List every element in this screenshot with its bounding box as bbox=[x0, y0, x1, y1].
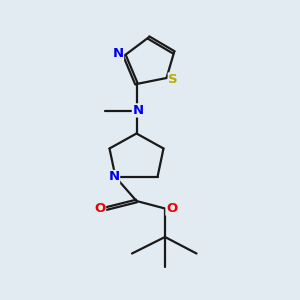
Text: N: N bbox=[108, 170, 120, 184]
Text: O: O bbox=[166, 202, 177, 215]
Text: N: N bbox=[112, 47, 124, 61]
Text: O: O bbox=[94, 202, 106, 215]
Text: N: N bbox=[132, 104, 144, 117]
Text: S: S bbox=[168, 73, 178, 86]
